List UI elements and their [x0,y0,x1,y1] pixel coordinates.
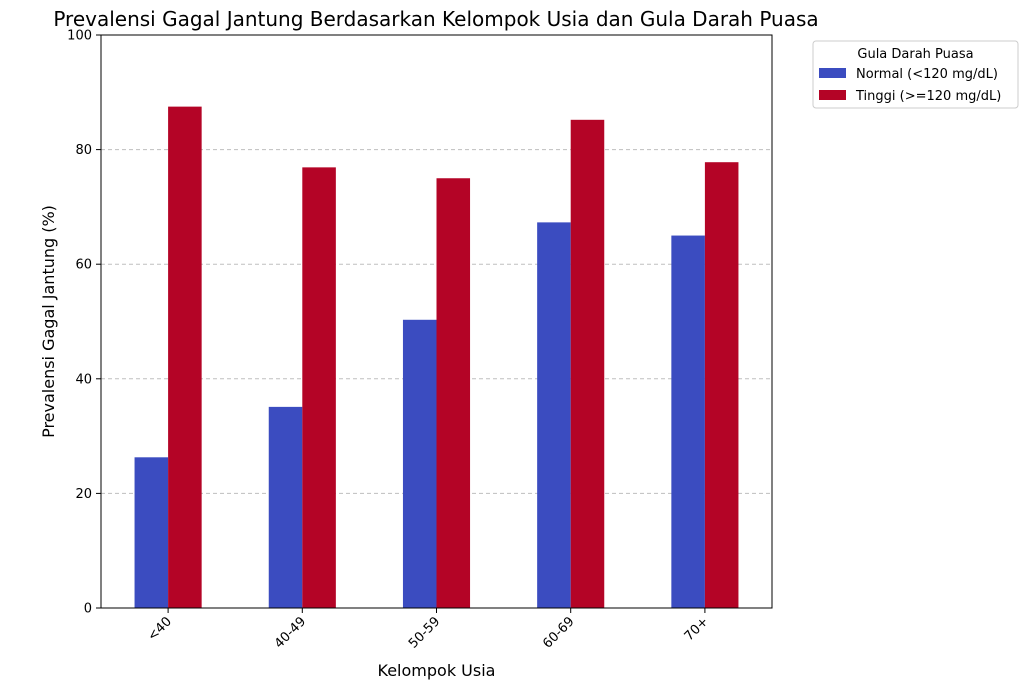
legend-label: Tinggi (>=120 mg/dL) [855,89,1001,104]
x-axis-label: Kelompok Usia [378,661,496,680]
bar [537,222,571,608]
legend-label: Normal (<120 mg/dL) [856,67,998,82]
bar [168,106,202,608]
y-tick-label: 20 [75,487,92,502]
bar [570,119,605,608]
bar [268,406,303,608]
bar [671,235,705,609]
y-tick-label: 40 [75,372,92,387]
chart-title: Prevalensi Gagal Jantung Berdasarkan Kel… [53,7,818,31]
bar [402,319,437,608]
bar [134,457,169,608]
y-tick-label: 0 [84,602,92,617]
y-axis-label: Prevalensi Gagal Jantung (%) [39,205,58,438]
y-tick-label: 80 [75,143,92,158]
legend-items: Normal (<120 mg/dL) Tinggi (>=120 mg/dL) [819,67,1001,104]
legend: Gula Darah Puasa Normal (<120 mg/dL) Ting… [812,40,1019,109]
bar [302,167,336,608]
bar [704,162,739,608]
bar [436,178,471,608]
legend-box [812,40,1019,109]
legend-swatch [819,68,846,78]
bars [134,106,739,609]
y-tick-label: 100 [67,29,92,44]
legend-title: Gula Darah Puasa [857,47,973,62]
legend-swatch [819,90,846,100]
y-tick-label: 60 [75,258,92,273]
y-axis: 0 20 40 60 80 100 [67,29,101,617]
